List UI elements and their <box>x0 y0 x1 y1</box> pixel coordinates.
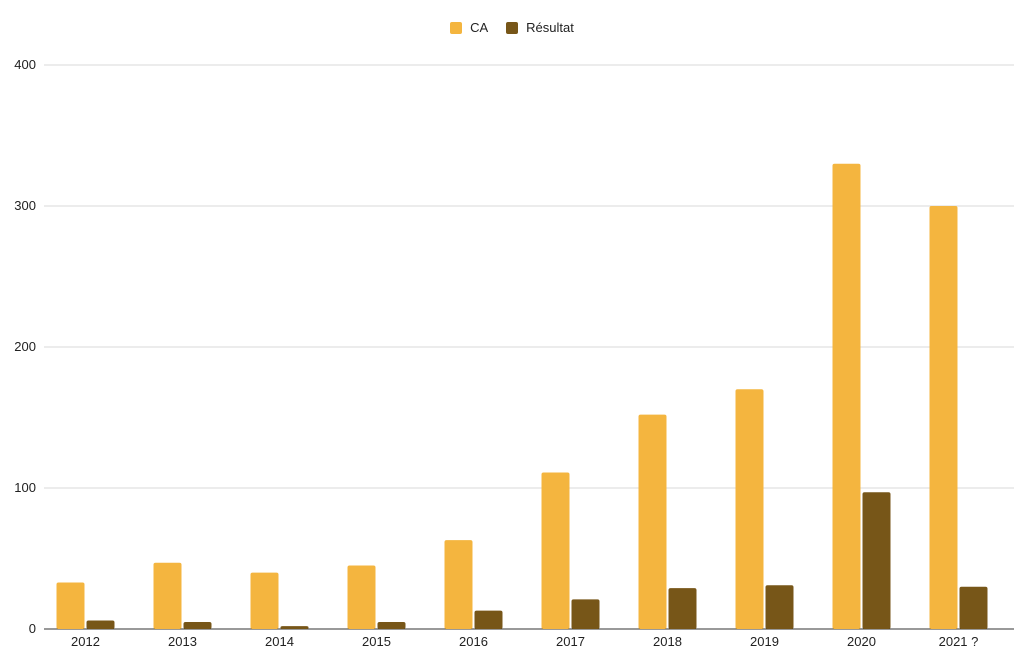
bar-resultat <box>571 599 600 629</box>
bar-ca <box>250 572 279 629</box>
legend-swatch-resultat <box>506 21 519 34</box>
bar-ca <box>929 206 958 629</box>
bar-ca <box>832 163 861 629</box>
bar-ca <box>444 540 473 629</box>
bar-resultat <box>959 586 988 629</box>
bar-resultat <box>668 588 697 629</box>
bar-ca <box>735 389 764 629</box>
bar-ca <box>541 472 570 629</box>
x-tick-label: 2017 <box>556 634 585 649</box>
bar-resultat <box>183 621 212 629</box>
x-tick-label: 2019 <box>750 634 779 649</box>
chart-legend: CA Résultat <box>0 20 1024 35</box>
x-tick-label: 2014 <box>265 634 294 649</box>
x-tick-label: 2012 <box>71 634 100 649</box>
bar-resultat <box>377 621 406 629</box>
y-tick-label: 400 <box>14 57 36 72</box>
bar-resultat <box>280 626 309 629</box>
bar-ca <box>347 565 376 629</box>
x-tick-label: 2021 ? <box>939 634 979 649</box>
x-tick-label: 2015 <box>362 634 391 649</box>
bar-ca <box>153 562 182 629</box>
bar-resultat <box>765 585 794 629</box>
legend-item-ca[interactable]: CA <box>450 20 488 35</box>
x-tick-label: 2016 <box>459 634 488 649</box>
y-tick-label: 100 <box>14 480 36 495</box>
bar-resultat <box>474 610 503 629</box>
y-tick-label: 200 <box>14 339 36 354</box>
x-tick-label: 2020 <box>847 634 876 649</box>
legend-label-resultat: Résultat <box>526 20 574 35</box>
legend-item-resultat[interactable]: Résultat <box>506 20 574 35</box>
x-tick-label: 2013 <box>168 634 197 649</box>
bar-resultat <box>86 620 115 629</box>
x-tick-label: 2018 <box>653 634 682 649</box>
y-tick-label: 300 <box>14 198 36 213</box>
bar-resultat <box>862 492 891 629</box>
bar-ca <box>56 582 85 629</box>
y-tick-label: 0 <box>29 621 36 636</box>
legend-swatch-ca <box>450 21 463 34</box>
legend-label-ca: CA <box>470 20 489 35</box>
bar-ca <box>638 414 667 629</box>
